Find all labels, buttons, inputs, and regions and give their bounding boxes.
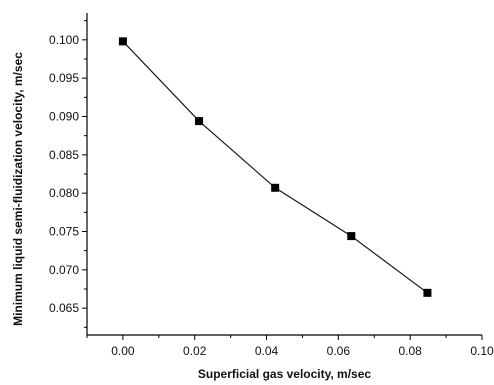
x-axis-title: Superficial gas velocity, m/sec	[198, 367, 372, 381]
x-axis-ticks: 0.00 0.02 0.04 0.06 0.08 0.10	[86, 335, 494, 358]
x-tick-label: 0.00	[111, 344, 135, 358]
x-tick-label: 0.06	[327, 344, 351, 358]
y-tick-label: 0.095	[49, 71, 79, 85]
data-point-marker	[347, 232, 356, 241]
series-line	[122, 40, 428, 294]
series-layer	[118, 37, 432, 297]
y-tick-label: 0.065	[49, 301, 79, 315]
y-axis-ticks: 0.065 0.070 0.075 0.080 0.085 0.090 0.095 0.100	[49, 20, 87, 328]
x-tick-label: 0.10	[470, 344, 494, 358]
plot-frame	[86, 13, 482, 336]
data-point-marker	[118, 37, 127, 46]
data-point-marker	[195, 117, 204, 126]
data-point-marker	[423, 288, 432, 297]
y-tick-label: 0.100	[49, 33, 79, 47]
y-tick-label: 0.075	[49, 225, 79, 239]
y-tick-label: 0.070	[49, 263, 79, 277]
y-tick-label: 0.090	[49, 110, 79, 124]
y-tick-label: 0.080	[49, 186, 79, 200]
y-tick-label: 0.085	[49, 148, 79, 162]
x-tick-label: 0.08	[399, 344, 423, 358]
data-point-marker	[271, 183, 280, 192]
y-axis-title: Minimum liquid semi-fluidization velocit…	[11, 52, 25, 326]
x-tick-label: 0.04	[255, 344, 279, 358]
x-tick-label: 0.02	[183, 344, 207, 358]
